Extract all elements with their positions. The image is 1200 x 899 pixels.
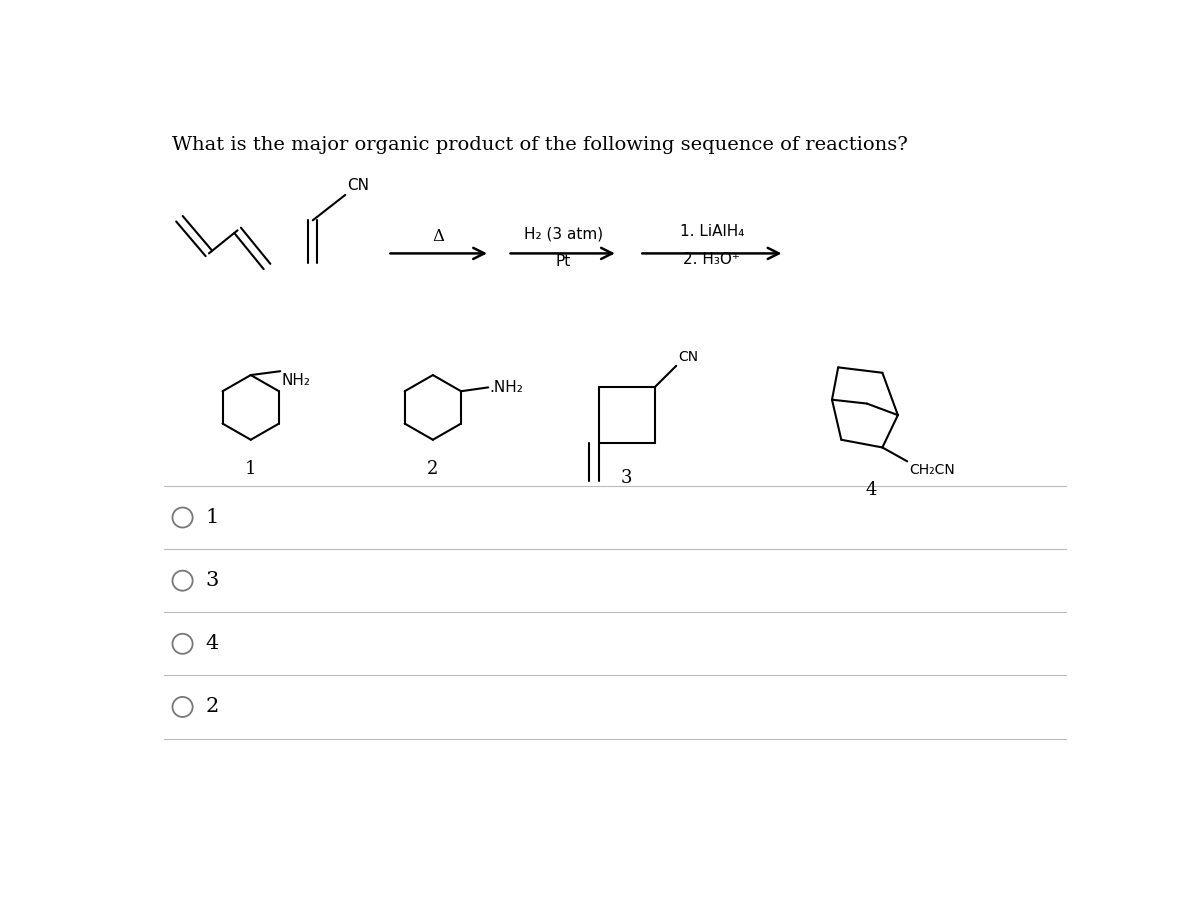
Text: 3: 3 [206, 571, 220, 590]
Text: 2: 2 [427, 460, 438, 478]
Text: Δ: Δ [432, 228, 444, 245]
Text: 1. LiAlH₄: 1. LiAlH₄ [679, 225, 744, 239]
Text: CN: CN [678, 351, 698, 364]
Text: Pt: Pt [556, 254, 571, 269]
Text: H₂ (3 atm): H₂ (3 atm) [523, 227, 602, 242]
Text: 1: 1 [245, 460, 257, 478]
Text: 3: 3 [620, 469, 632, 487]
Text: 4: 4 [206, 635, 220, 654]
Text: 2. H₃O⁺: 2. H₃O⁺ [684, 252, 740, 267]
Text: CN: CN [347, 178, 368, 193]
Text: CH₂CN: CH₂CN [910, 463, 955, 476]
Text: NH₂: NH₂ [282, 373, 311, 387]
Text: What is the major organic product of the following sequence of reactions?: What is the major organic product of the… [172, 137, 907, 155]
Text: .NH₂: .NH₂ [490, 380, 523, 395]
Text: 4: 4 [865, 481, 876, 499]
Text: 2: 2 [206, 698, 220, 717]
Text: 1: 1 [206, 508, 220, 527]
